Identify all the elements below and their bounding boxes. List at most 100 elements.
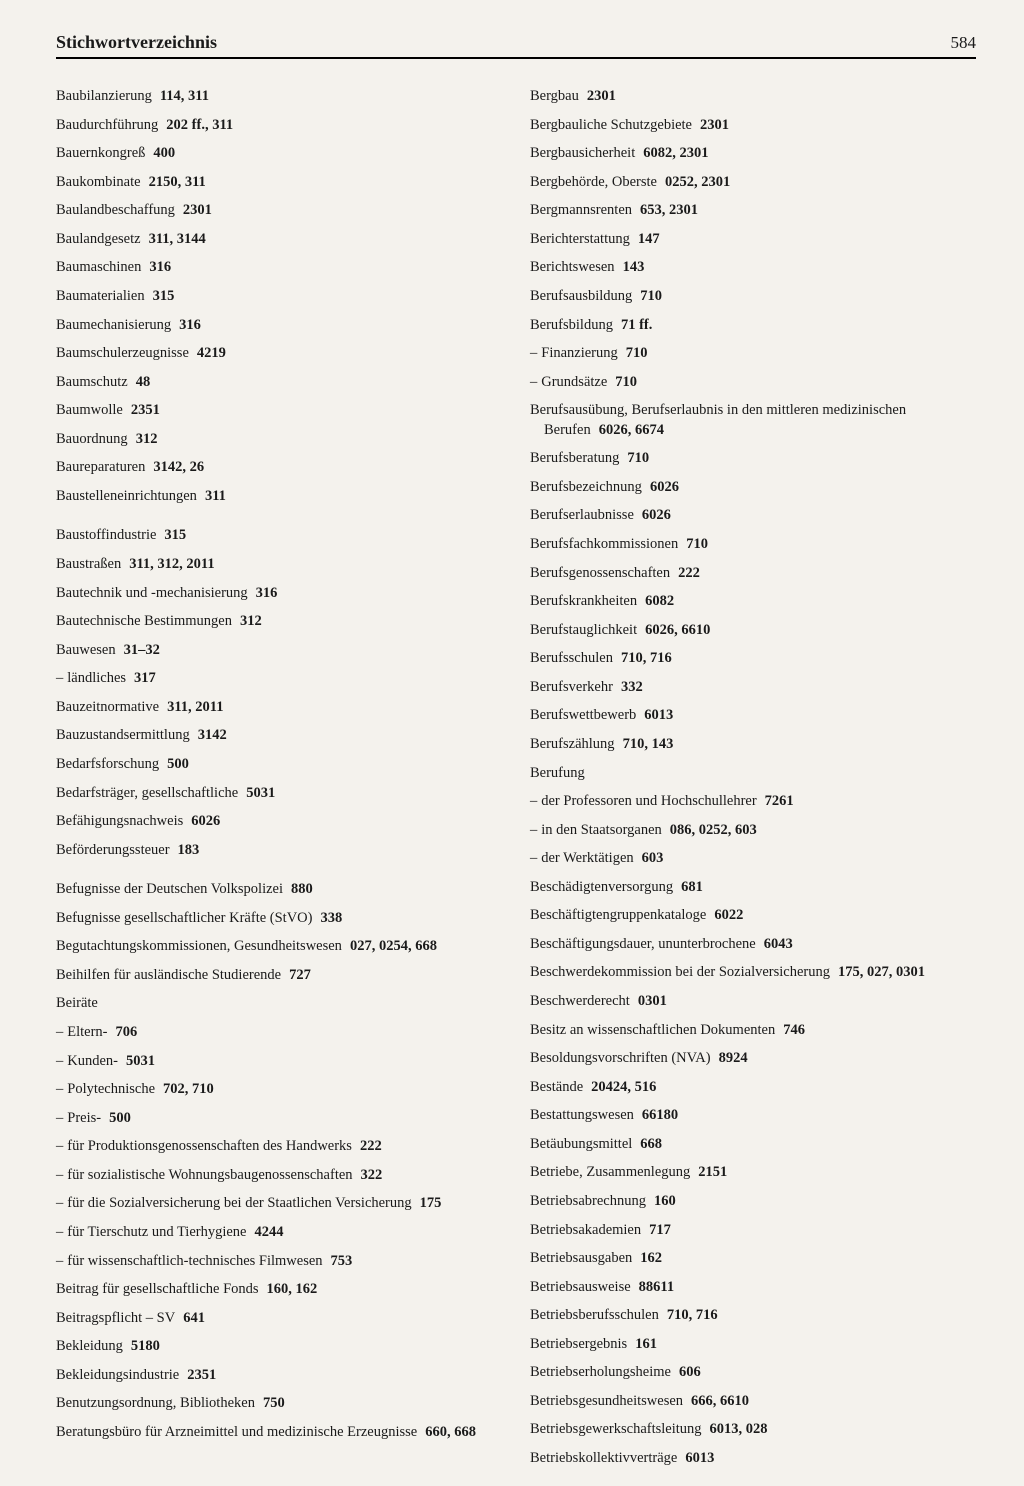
entry-refs: 6082 xyxy=(645,593,674,609)
entry-refs: 311 xyxy=(205,488,226,504)
index-entry: –der Professoren und Hochschullehrer7261 xyxy=(530,792,976,812)
entry-term: Beitrag für gesellschaftliche Fonds xyxy=(56,1281,259,1297)
entry-refs: 316 xyxy=(179,317,201,333)
entry-term: Betriebserholungsheime xyxy=(530,1364,671,1380)
index-entry: Beschäftigungsdauer, ununterbrochene6043 xyxy=(530,935,976,955)
index-entry: Betriebskollektivverträge6013 xyxy=(530,1449,976,1469)
index-entry: Besitz an wissenschaftlichen Dokumenten7… xyxy=(530,1021,976,1041)
entry-refs: 317 xyxy=(134,670,156,686)
entry-refs: 3142 xyxy=(198,727,227,743)
entry-refs: 6082, 2301 xyxy=(643,145,708,161)
entry-refs: 183 xyxy=(178,842,200,858)
index-entry: –für wissenschaftlich-technisches Filmwe… xyxy=(56,1252,502,1272)
entry-refs: 653, 2301 xyxy=(640,202,698,218)
index-entry: Baumschutz48 xyxy=(56,373,502,393)
entry-refs: 2351 xyxy=(187,1367,216,1383)
entry-term: Baustelleneinrichtungen xyxy=(56,488,197,504)
entry-term: Besitz an wissenschaftlichen Dokumenten xyxy=(530,1022,775,1038)
index-entry: Baudurchführung202 ff., 311 xyxy=(56,116,502,136)
index-entry: Beiräte xyxy=(56,994,502,1014)
entry-term: Berufsausübung, Berufserlaubnis in den m… xyxy=(530,402,906,438)
index-entry: Betriebsergebnis161 xyxy=(530,1335,976,1355)
subentry-dash: – xyxy=(56,1224,63,1240)
entry-term: Berufstauglichkeit xyxy=(530,622,637,638)
entry-term: Grundsätze xyxy=(541,374,607,390)
entry-term: Preis- xyxy=(67,1110,101,1126)
index-entry: Berufung xyxy=(530,764,976,784)
entry-refs: 31–32 xyxy=(124,642,160,658)
entry-term: Baubilanzierung xyxy=(56,88,152,104)
subentry-dash: – xyxy=(530,822,537,838)
entry-term: Beförderungssteuer xyxy=(56,842,170,858)
entry-refs: 603 xyxy=(642,850,664,866)
subentry-dash: – xyxy=(56,1195,63,1211)
entry-term: Baustraßen xyxy=(56,556,121,572)
entry-term: Berichterstattung xyxy=(530,231,630,247)
index-entry: –der Werktätigen603 xyxy=(530,849,976,869)
index-entry: Beschwerderecht0301 xyxy=(530,992,976,1012)
entry-term: Bauzustandsermittlung xyxy=(56,727,190,743)
entry-refs: 2151 xyxy=(698,1164,727,1180)
entry-refs: 160 xyxy=(654,1193,676,1209)
entry-refs: 222 xyxy=(678,565,700,581)
entry-refs: 641 xyxy=(183,1310,205,1326)
index-entry: Baustoffindustrie315 xyxy=(56,526,502,546)
entry-term: für Tierschutz und Tierhygiene xyxy=(67,1224,246,1240)
entry-term: Bestände xyxy=(530,1079,583,1095)
index-entry: Beschädigtenversorgung681 xyxy=(530,878,976,898)
index-entry: Befugnisse gesellschaftlicher Kräfte (St… xyxy=(56,909,502,929)
index-entry: Berufsbezeichnung6026 xyxy=(530,478,976,498)
entry-refs: 2301 xyxy=(183,202,212,218)
index-entry: Berichtswesen 143 xyxy=(530,258,976,278)
subentry-dash: – xyxy=(56,1110,63,1126)
index-entry: Baumechanisierung316 xyxy=(56,316,502,336)
index-entry: Baumaterialien 315 xyxy=(56,287,502,307)
entry-refs: 143 xyxy=(623,259,645,275)
entry-term: Bergbauliche Schutzgebiete xyxy=(530,117,692,133)
entry-refs: 710 xyxy=(626,345,648,361)
entry-refs: 8924 xyxy=(719,1050,748,1066)
entry-term: Berichtswesen xyxy=(530,259,615,275)
entry-refs: 315 xyxy=(153,288,175,304)
subentry-dash: – xyxy=(56,1138,63,1154)
entry-term: Kunden- xyxy=(67,1053,118,1069)
index-page: Stichwortverzeichnis 584 Baubilanzierung… xyxy=(0,0,1024,1486)
index-entry: Bergbau2301 xyxy=(530,87,976,107)
index-entry: Berufsausübung, Berufserlaubnis in den m… xyxy=(530,401,976,440)
entry-refs: 606 xyxy=(679,1364,701,1380)
entry-term: Berufswettbewerb xyxy=(530,707,636,723)
index-entry: Bergbauliche Schutzgebiete2301 xyxy=(530,116,976,136)
entry-refs: 338 xyxy=(320,910,342,926)
index-entry: Berufsverkehr332 xyxy=(530,678,976,698)
entry-term: der Professoren und Hochschullehrer xyxy=(541,793,756,809)
entry-term: Berufsbildung xyxy=(530,317,613,333)
entry-refs: 710, 716 xyxy=(621,650,672,666)
index-entry: Baustelleneinrichtungen 311 xyxy=(56,487,502,507)
entry-term: Betriebsabrechnung xyxy=(530,1193,646,1209)
index-entry: Berufswettbewerb6013 xyxy=(530,706,976,726)
index-entry: Beschäftigtengruppenkataloge6022 xyxy=(530,906,976,926)
entry-refs: 322 xyxy=(361,1167,383,1183)
entry-refs: 222 xyxy=(360,1138,382,1154)
index-entry: Beratungsbüro für Arzneimittel und mediz… xyxy=(56,1423,502,1443)
entry-term: Bedarfsträger, gesellschaftliche xyxy=(56,785,238,801)
index-entry: Bestattungswesen66180 xyxy=(530,1106,976,1126)
index-entry: Baubilanzierung114, 311 xyxy=(56,87,502,107)
entry-term: Baumaterialien xyxy=(56,288,145,304)
index-entry: –Polytechnische702, 710 xyxy=(56,1080,502,1100)
index-entry: –Preis-500 xyxy=(56,1109,502,1129)
entry-refs: 6026, 6674 xyxy=(599,422,664,438)
entry-refs: 717 xyxy=(649,1222,671,1238)
index-entry: Beitrag für gesellschaftliche Fonds160, … xyxy=(56,1280,502,1300)
entry-refs: 666, 6610 xyxy=(691,1393,749,1409)
entry-term: Bautechnische Bestimmungen xyxy=(56,613,232,629)
index-entry: Berufstauglichkeit6026, 6610 xyxy=(530,621,976,641)
entry-term: Betriebskollektivverträge xyxy=(530,1450,677,1466)
entry-term: Berufsschulen xyxy=(530,650,613,666)
entry-term: Baustoffindustrie xyxy=(56,527,156,543)
subentry-dash: – xyxy=(56,1081,63,1097)
header-title: Stichwortverzeichnis xyxy=(56,32,217,53)
index-entry: Begutachtungskommissionen, Gesundheitswe… xyxy=(56,937,502,957)
entry-refs: 500 xyxy=(167,756,189,772)
entry-refs: 4219 xyxy=(197,345,226,361)
